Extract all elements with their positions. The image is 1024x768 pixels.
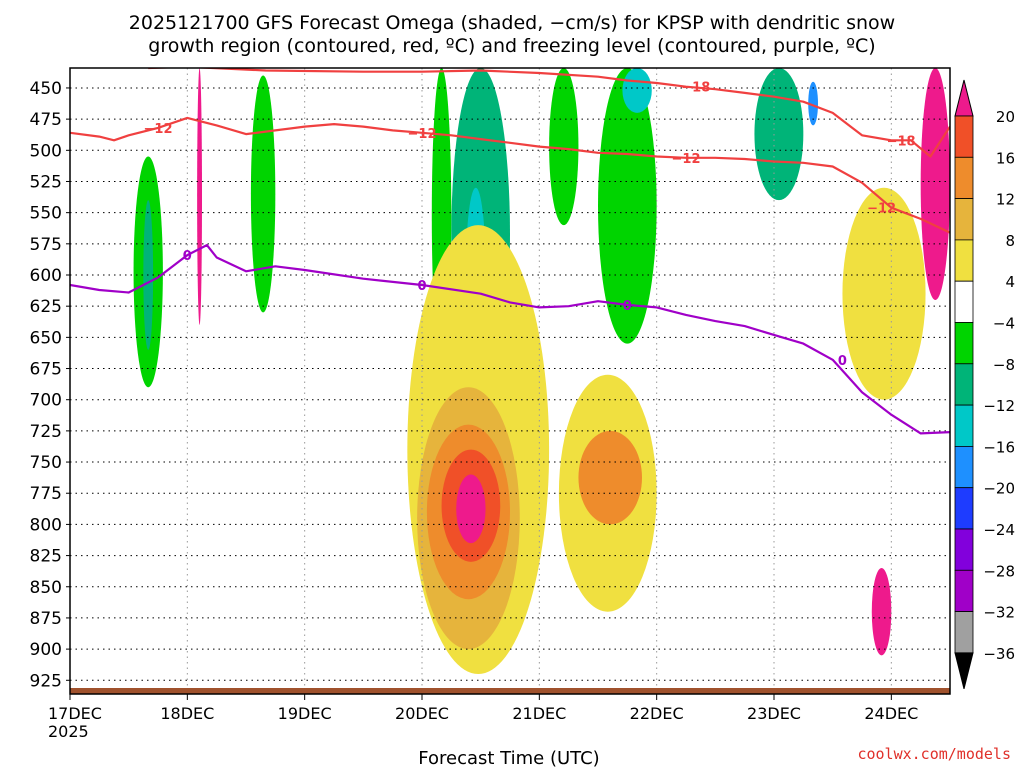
- colorbar-top-arrow: [954, 79, 974, 117]
- y-tick-650: 650: [30, 328, 62, 348]
- y-tick-600: 600: [30, 266, 62, 286]
- grid-lines: [70, 68, 950, 694]
- x-tick-19dec: 19DEC: [278, 704, 332, 723]
- x-tick-21dec: 21DEC: [512, 704, 566, 723]
- y-tick-875: 875: [30, 609, 62, 629]
- colorbar-label-3: 8: [1005, 232, 1015, 250]
- y-tick-850: 850: [30, 578, 62, 598]
- colorbar-swatch-8: [954, 404, 974, 447]
- contour-label-2-0: 0: [183, 249, 192, 264]
- contour-label-2-2: 0: [623, 299, 632, 314]
- y-tick-675: 675: [30, 360, 62, 380]
- colorbar-swatch-3: [954, 198, 974, 241]
- plot-frame: [69, 67, 951, 695]
- contour-label-1-1: −18: [887, 134, 916, 149]
- y-tick-525: 525: [30, 172, 62, 192]
- x-tick-20dec: 20DEC: [395, 704, 449, 723]
- omega-region-9: [754, 68, 804, 201]
- colorbar-swatch-1: [954, 115, 974, 158]
- colorbar-label-9: −20: [983, 480, 1015, 498]
- colorbar-label-4: 4: [1005, 273, 1015, 291]
- y-tick-800: 800: [30, 515, 62, 535]
- x-year-label: 2025: [48, 722, 89, 741]
- contour-label-2-3: 0: [838, 354, 847, 369]
- colorbar-label-6: −8: [993, 356, 1015, 374]
- colorbar-label-0: 20: [996, 108, 1015, 126]
- omega-shading: [133, 68, 950, 675]
- y-tick-700: 700: [30, 391, 62, 411]
- omega-region-17: [578, 430, 642, 525]
- y-tick-900: 900: [30, 640, 62, 660]
- colorbar-bottom-arrow: [954, 652, 974, 690]
- omega-region-15: [456, 474, 486, 544]
- colorbar-label-5: −4: [993, 315, 1015, 333]
- contour-label-1-0: −18: [681, 81, 710, 96]
- contour-line-2: [70, 244, 950, 435]
- colorbar-swatch-10: [954, 487, 974, 530]
- colorbar-swatch-11: [954, 528, 974, 571]
- colorbar: 20 16 12 8 4 −4 −8 −12 −16 −20 −24 −28 −32 −36: [954, 79, 1015, 690]
- contour-line-1: [148, 68, 950, 158]
- contour-label-2-1: 0: [417, 279, 426, 294]
- y-axis-ticks: 450 475 500 525 550 575 600 625 650 675 700 725 750 7…: [30, 79, 70, 691]
- y-tick-475: 475: [30, 110, 62, 130]
- x-tick-17dec: 17DEC: [48, 704, 102, 723]
- colorbar-swatch-4: [954, 239, 974, 282]
- contour-label-0-0: −12: [144, 122, 173, 137]
- colorbar-label-13: −36: [983, 645, 1015, 663]
- colorbar-swatch-6: [954, 322, 974, 365]
- omega-region-21: [842, 187, 926, 400]
- colorbar-swatch-2: [954, 156, 974, 200]
- omega-region-10: [808, 81, 818, 126]
- temperature-contours: −12 −12 −12 −12 −18 −18 0 0 0 0: [70, 68, 950, 435]
- omega-region-20: [871, 568, 892, 656]
- x-tick-18dec: 18DEC: [160, 704, 214, 723]
- colorbar-swatch-9: [954, 445, 974, 489]
- colorbar-label-7: −12: [983, 397, 1015, 415]
- omega-region-6: [549, 68, 579, 226]
- y-tick-750: 750: [30, 453, 62, 473]
- chart-title-line1: 2025121700 GFS Forecast Omega (shaded, −…: [129, 12, 895, 34]
- omega-region-8: [622, 68, 652, 113]
- y-tick-625: 625: [30, 297, 62, 317]
- omega-region-18: [197, 68, 202, 325]
- colorbar-label-12: −32: [983, 604, 1015, 622]
- colorbar-swatch-5: [954, 280, 974, 323]
- site-credit: coolwx.com/models: [857, 745, 1011, 763]
- contour-line-0: [70, 116, 950, 234]
- y-tick-725: 725: [30, 422, 62, 442]
- y-tick-575: 575: [30, 235, 62, 255]
- y-tick-775: 775: [30, 484, 62, 504]
- contour-label-0-3: −12: [867, 202, 896, 217]
- y-tick-925: 925: [30, 671, 62, 691]
- omega-region-2: [250, 75, 276, 313]
- x-tick-24dec: 24DEC: [864, 704, 918, 723]
- y-tick-500: 500: [30, 141, 62, 161]
- colorbar-swatch-13: [954, 611, 974, 654]
- x-tick-23dec: 23DEC: [747, 704, 801, 723]
- x-tick-22dec: 22DEC: [630, 704, 684, 723]
- x-axis-ticks: 17DEC 18DEC 19DEC 20DEC 21DEC 22DEC 23DEC 24DEC: [48, 694, 918, 723]
- colorbar-label-10: −24: [983, 521, 1015, 539]
- y-tick-450: 450: [30, 79, 62, 99]
- y-tick-550: 550: [30, 204, 62, 224]
- y-tick-825: 825: [30, 547, 62, 567]
- colorbar-label-8: −16: [983, 438, 1015, 456]
- colorbar-swatch-12: [954, 569, 974, 612]
- x-axis-title: Forecast Time (UTC): [418, 748, 599, 768]
- colorbar-label-1: 16: [996, 149, 1015, 167]
- chart-title-line2: growth region (contoured, red, ºC) and f…: [148, 35, 875, 57]
- colorbar-swatch-7: [954, 363, 974, 406]
- omega-region-19: [920, 68, 950, 300]
- colorbar-label-11: −28: [983, 562, 1015, 580]
- colorbar-label-2: 12: [996, 191, 1015, 209]
- contour-label-0-1: −12: [408, 127, 437, 142]
- ground-strip: [70, 688, 950, 694]
- contour-label-0-2: −12: [672, 152, 701, 167]
